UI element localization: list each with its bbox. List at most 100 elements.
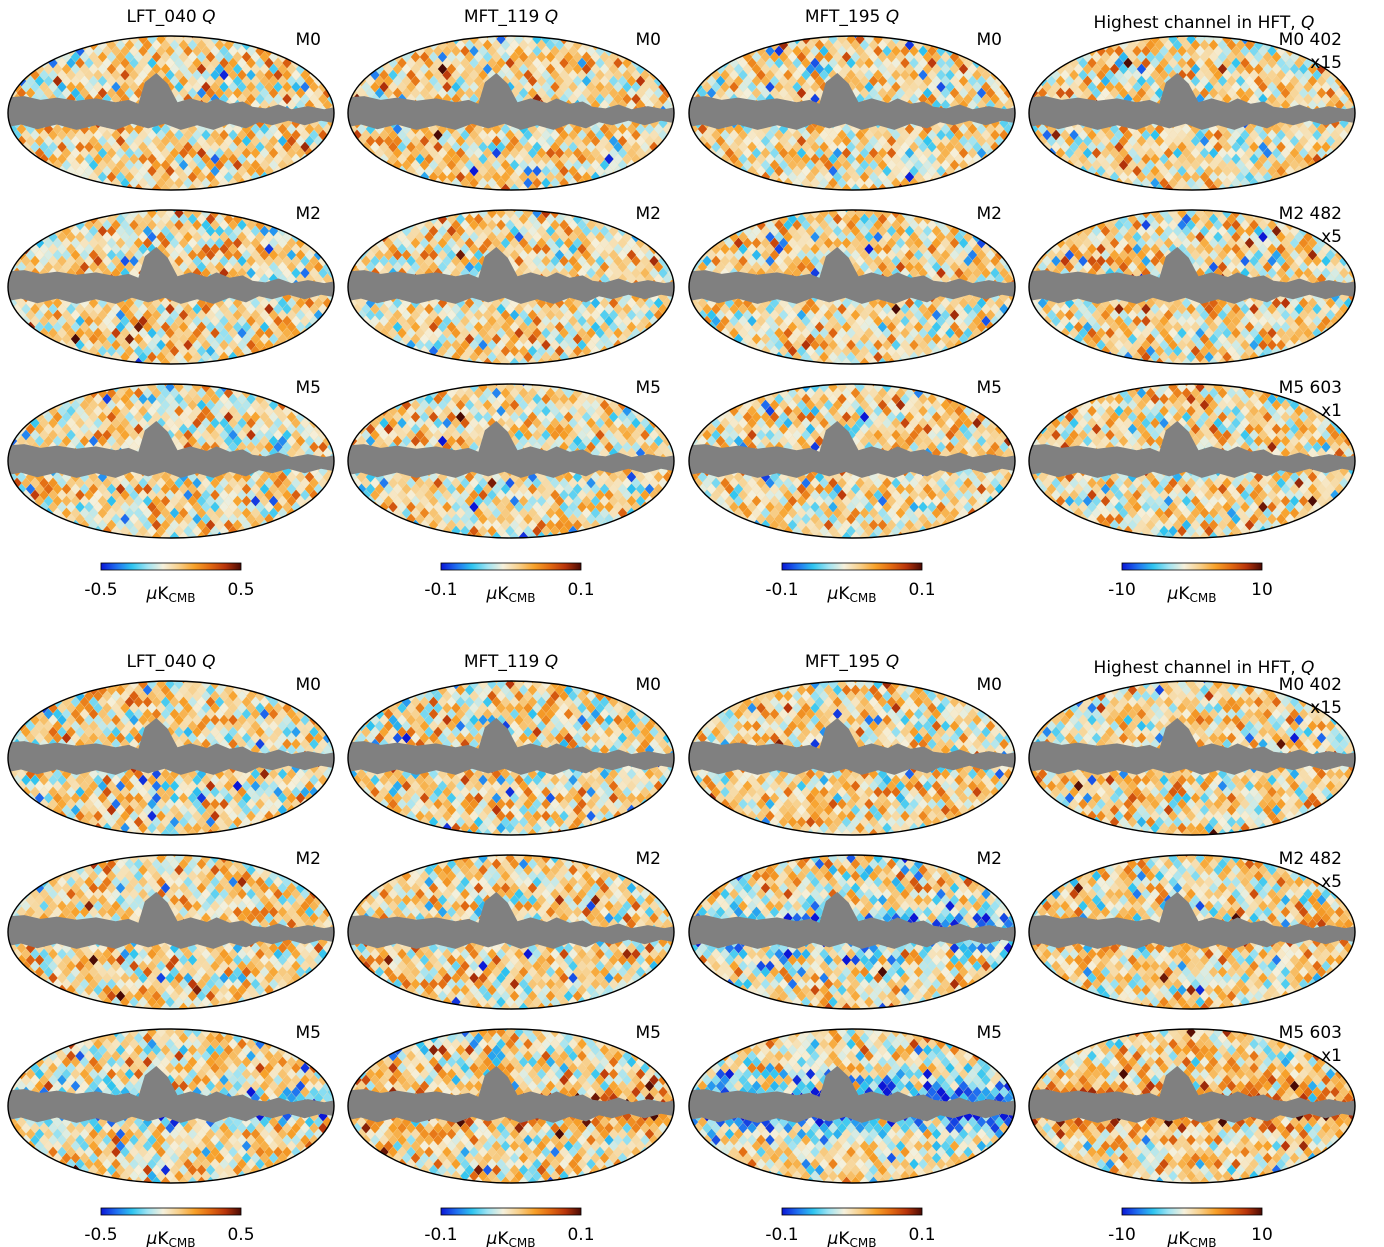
mollweide-outline (7, 35, 335, 191)
map-label: M0 402 (1279, 675, 1342, 695)
map-label: M2 (636, 849, 661, 869)
colorbar (100, 562, 242, 571)
colorbar-min-label: -0.5 (84, 580, 117, 600)
galactic-mask (1029, 421, 1355, 478)
panel-block-2: LFT_040 Q M0 M2 M5 -0.5 0.5 μKCMB MFT_119 Q M0 M2… (7, 652, 1356, 1247)
mollweide-outline (688, 1028, 1016, 1184)
column-title: MFT_119 Q (464, 7, 558, 27)
colorbar-max-label: 0.1 (908, 1225, 935, 1245)
colorbar-unit-label: μKCMB (146, 1229, 196, 1247)
colorbar (1121, 1207, 1263, 1216)
map-label: M0 (977, 30, 1002, 50)
map-label: M5 (977, 1023, 1002, 1043)
galactic-mask (1029, 718, 1355, 775)
colorbar-min-label: -10 (1108, 580, 1136, 600)
galactic-mask (689, 247, 1015, 304)
mollweide-outline (347, 680, 675, 836)
colorbar (440, 562, 582, 571)
colorbar-unit-label: μKCMB (486, 584, 536, 605)
scale-factor-label: x15 (1310, 698, 1342, 718)
mollweide-outline (1028, 1028, 1356, 1184)
mollweide-outline (347, 35, 675, 191)
column-title: LFT_040 Q (126, 7, 215, 27)
colorbar (1121, 562, 1263, 571)
mollweide-outline (688, 209, 1016, 365)
map-label: M0 (636, 30, 661, 50)
mollweide-outline (347, 209, 675, 365)
mollweide-outline (1028, 854, 1356, 1010)
galactic-mask (1029, 247, 1355, 304)
colorbar-max-label: 10 (1251, 580, 1273, 600)
map-label: M2 482 (1279, 849, 1342, 869)
map-label: M5 (636, 1023, 661, 1043)
galactic-mask (1029, 892, 1355, 949)
colorbar-max-label: 10 (1251, 1225, 1273, 1245)
mollweide-outline (688, 383, 1016, 539)
galactic-mask (348, 1066, 674, 1123)
mollweide-outline (7, 209, 335, 365)
scale-factor-label: x1 (1321, 1046, 1342, 1066)
colorbar-min-label: -0.1 (765, 1225, 798, 1245)
galactic-mask (689, 421, 1015, 478)
map-label: M2 (296, 849, 321, 869)
galactic-mask (689, 73, 1015, 130)
scale-factor-label: x15 (1310, 53, 1342, 73)
colorbar-min-label: -0.1 (424, 1225, 457, 1245)
colorbar-min-label: -0.1 (424, 580, 457, 600)
galactic-mask (8, 73, 334, 130)
colorbar (440, 1207, 582, 1216)
galactic-mask (1029, 73, 1355, 130)
mollweide-outline (347, 1028, 675, 1184)
sky-map-m5 (1029, 384, 1355, 538)
map-label: M5 (636, 378, 661, 398)
mollweide-outline (347, 383, 675, 539)
column-title: MFT_119 Q (464, 652, 558, 672)
map-label: M5 (296, 378, 321, 398)
mollweide-outline (7, 854, 335, 1010)
map-label: M2 (977, 849, 1002, 869)
mollweide-outline (1028, 35, 1356, 191)
map-label: M0 (296, 675, 321, 695)
scale-factor-label: x5 (1321, 872, 1342, 892)
mollweide-outline (7, 1028, 335, 1184)
galactic-mask (689, 892, 1015, 949)
colorbar-min-label: -10 (1108, 1225, 1136, 1245)
sky-map-m0 (8, 36, 334, 190)
sky-map-m0 (1029, 36, 1355, 190)
colorbar-unit-label: μKCMB (827, 584, 877, 605)
map-label: M0 402 (1279, 30, 1342, 50)
map-label: M0 (636, 675, 661, 695)
mollweide-outline (688, 854, 1016, 1010)
mollweide-outline (1028, 680, 1356, 836)
galactic-mask (348, 421, 674, 478)
map-label: M0 (977, 675, 1002, 695)
colorbar-max-label: 0.1 (908, 580, 935, 600)
sky-map-m5 (8, 1029, 334, 1183)
panel-block-1: LFT_040 Q M0 M2 M5 -0.5 0.5 μKCMB MFT_119 Q M0 M2… (7, 7, 1356, 605)
map-label: M5 603 (1279, 378, 1342, 398)
galactic-mask (1029, 1066, 1355, 1123)
colorbar (781, 1207, 923, 1216)
map-label: M5 (977, 378, 1002, 398)
galactic-mask (348, 247, 674, 304)
column-title: LFT_040 Q (126, 652, 215, 672)
galactic-mask (689, 1066, 1015, 1123)
colorbar-unit-label: μKCMB (1167, 1229, 1217, 1247)
map-label: M5 (296, 1023, 321, 1043)
colorbar-min-label: -0.5 (84, 1225, 117, 1245)
scale-factor-label: x1 (1321, 401, 1342, 421)
mollweide-outline (688, 680, 1016, 836)
column-title: MFT_195 Q (805, 7, 899, 27)
column-title: MFT_195 Q (805, 652, 899, 672)
sky-map-m0 (689, 681, 1015, 835)
sky-map-m0 (348, 681, 674, 835)
galactic-mask (8, 892, 334, 949)
map-label: M2 (296, 204, 321, 224)
galactic-mask (348, 718, 674, 775)
sky-map-m2 (348, 210, 674, 364)
colorbar-unit-label: μKCMB (486, 1229, 536, 1247)
galactic-mask (8, 1066, 334, 1123)
map-label: M2 482 (1279, 204, 1342, 224)
scale-factor-label: x5 (1321, 227, 1342, 247)
sky-map-m2 (689, 210, 1015, 364)
